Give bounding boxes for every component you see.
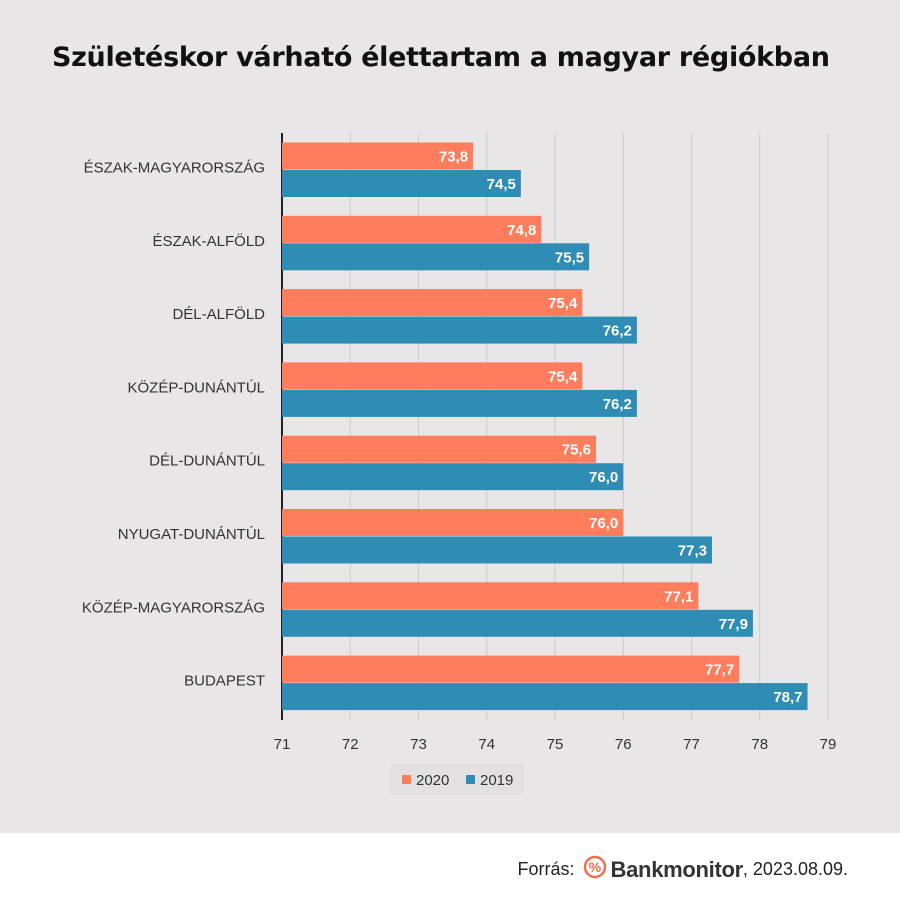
bar-2019 xyxy=(282,389,637,417)
category-label: DÉL-DUNÁNTÚL xyxy=(149,453,265,470)
bar-2019 xyxy=(282,170,521,197)
chart-panel: Születéskor várható élettartam a magyar … xyxy=(0,0,900,833)
x-tick-label: 79 xyxy=(820,736,837,753)
x-tick-label: 73 xyxy=(410,736,427,753)
category-label: ÉSZAK-ALFÖLD xyxy=(152,232,265,250)
source-footer: Forrás: % Bankmonitor , 2023.08.09. xyxy=(518,855,848,884)
value-label: 75,5 xyxy=(555,249,584,266)
x-tick-label: 72 xyxy=(342,736,359,753)
legend-label: 2019 xyxy=(480,772,513,789)
bar-2020 xyxy=(282,362,583,390)
bar-2020 xyxy=(282,215,542,243)
chart-title: Születéskor várható élettartam a magyar … xyxy=(52,42,830,73)
bar-2020 xyxy=(282,582,699,610)
value-label: 74,5 xyxy=(487,176,516,193)
category-label: KÖZÉP-DUNÁNTÚL xyxy=(127,378,265,396)
legend-swatch-2020 xyxy=(402,775,411,784)
value-label: 76,0 xyxy=(589,469,618,486)
x-tick-label: 76 xyxy=(615,736,632,753)
bar-2020 xyxy=(282,435,596,463)
bar-2019 xyxy=(282,536,712,564)
x-tick-label: 71 xyxy=(274,736,291,753)
value-label: 77,1 xyxy=(664,588,693,605)
value-label: 74,8 xyxy=(507,222,536,239)
percent-logo-icon: % xyxy=(583,855,607,884)
bar-2019 xyxy=(282,683,808,711)
value-label: 76,0 xyxy=(589,515,618,532)
value-label: 77,3 xyxy=(678,543,707,560)
category-label: NYUGAT-DUNÁNTÚL xyxy=(118,526,265,543)
legend-label: 2020 xyxy=(416,772,449,789)
source-label: Forrás: xyxy=(517,859,575,879)
value-label: 78,7 xyxy=(773,689,802,706)
category-label: ÉSZAK-MAGYARORSZÁG xyxy=(84,160,265,177)
bar-2020 xyxy=(282,142,474,170)
value-label: 76,2 xyxy=(603,323,632,340)
value-label: 75,4 xyxy=(548,295,578,312)
value-label: 75,4 xyxy=(548,368,578,385)
bar-2019 xyxy=(282,316,637,344)
x-tick-label: 77 xyxy=(683,736,700,753)
svg-text:%: % xyxy=(588,859,601,875)
bar-2020 xyxy=(282,509,624,536)
source-date: , 2023.08.09. xyxy=(742,859,848,879)
bar-2020 xyxy=(282,289,583,317)
value-label: 75,6 xyxy=(562,442,591,459)
value-label: 76,2 xyxy=(603,396,632,413)
x-tick-label: 75 xyxy=(547,736,564,753)
x-tick-label: 78 xyxy=(751,736,768,753)
bar-2019 xyxy=(282,243,590,271)
bar-2019 xyxy=(282,463,624,491)
value-label: 73,8 xyxy=(439,149,468,166)
value-label: 77,9 xyxy=(719,616,748,633)
brand-name: Bankmonitor xyxy=(610,856,744,882)
x-tick-label: 74 xyxy=(478,736,495,753)
category-label: DÉL-ALFÖLD xyxy=(172,305,265,323)
legend-swatch-2019 xyxy=(466,775,475,784)
bar-2019 xyxy=(282,609,753,637)
bar-chart: 71 72 73 74 75 76 77 78 79 ÉSZAK-MAGYARORSZÁG 73,8… xyxy=(81,133,837,795)
legend-box xyxy=(389,764,524,795)
category-label: KÖZÉP-MAGYARORSZÁG xyxy=(82,598,265,616)
bar-2020 xyxy=(282,655,740,683)
category-label: BUDAPEST xyxy=(184,673,265,690)
value-label: 77,7 xyxy=(705,662,734,679)
